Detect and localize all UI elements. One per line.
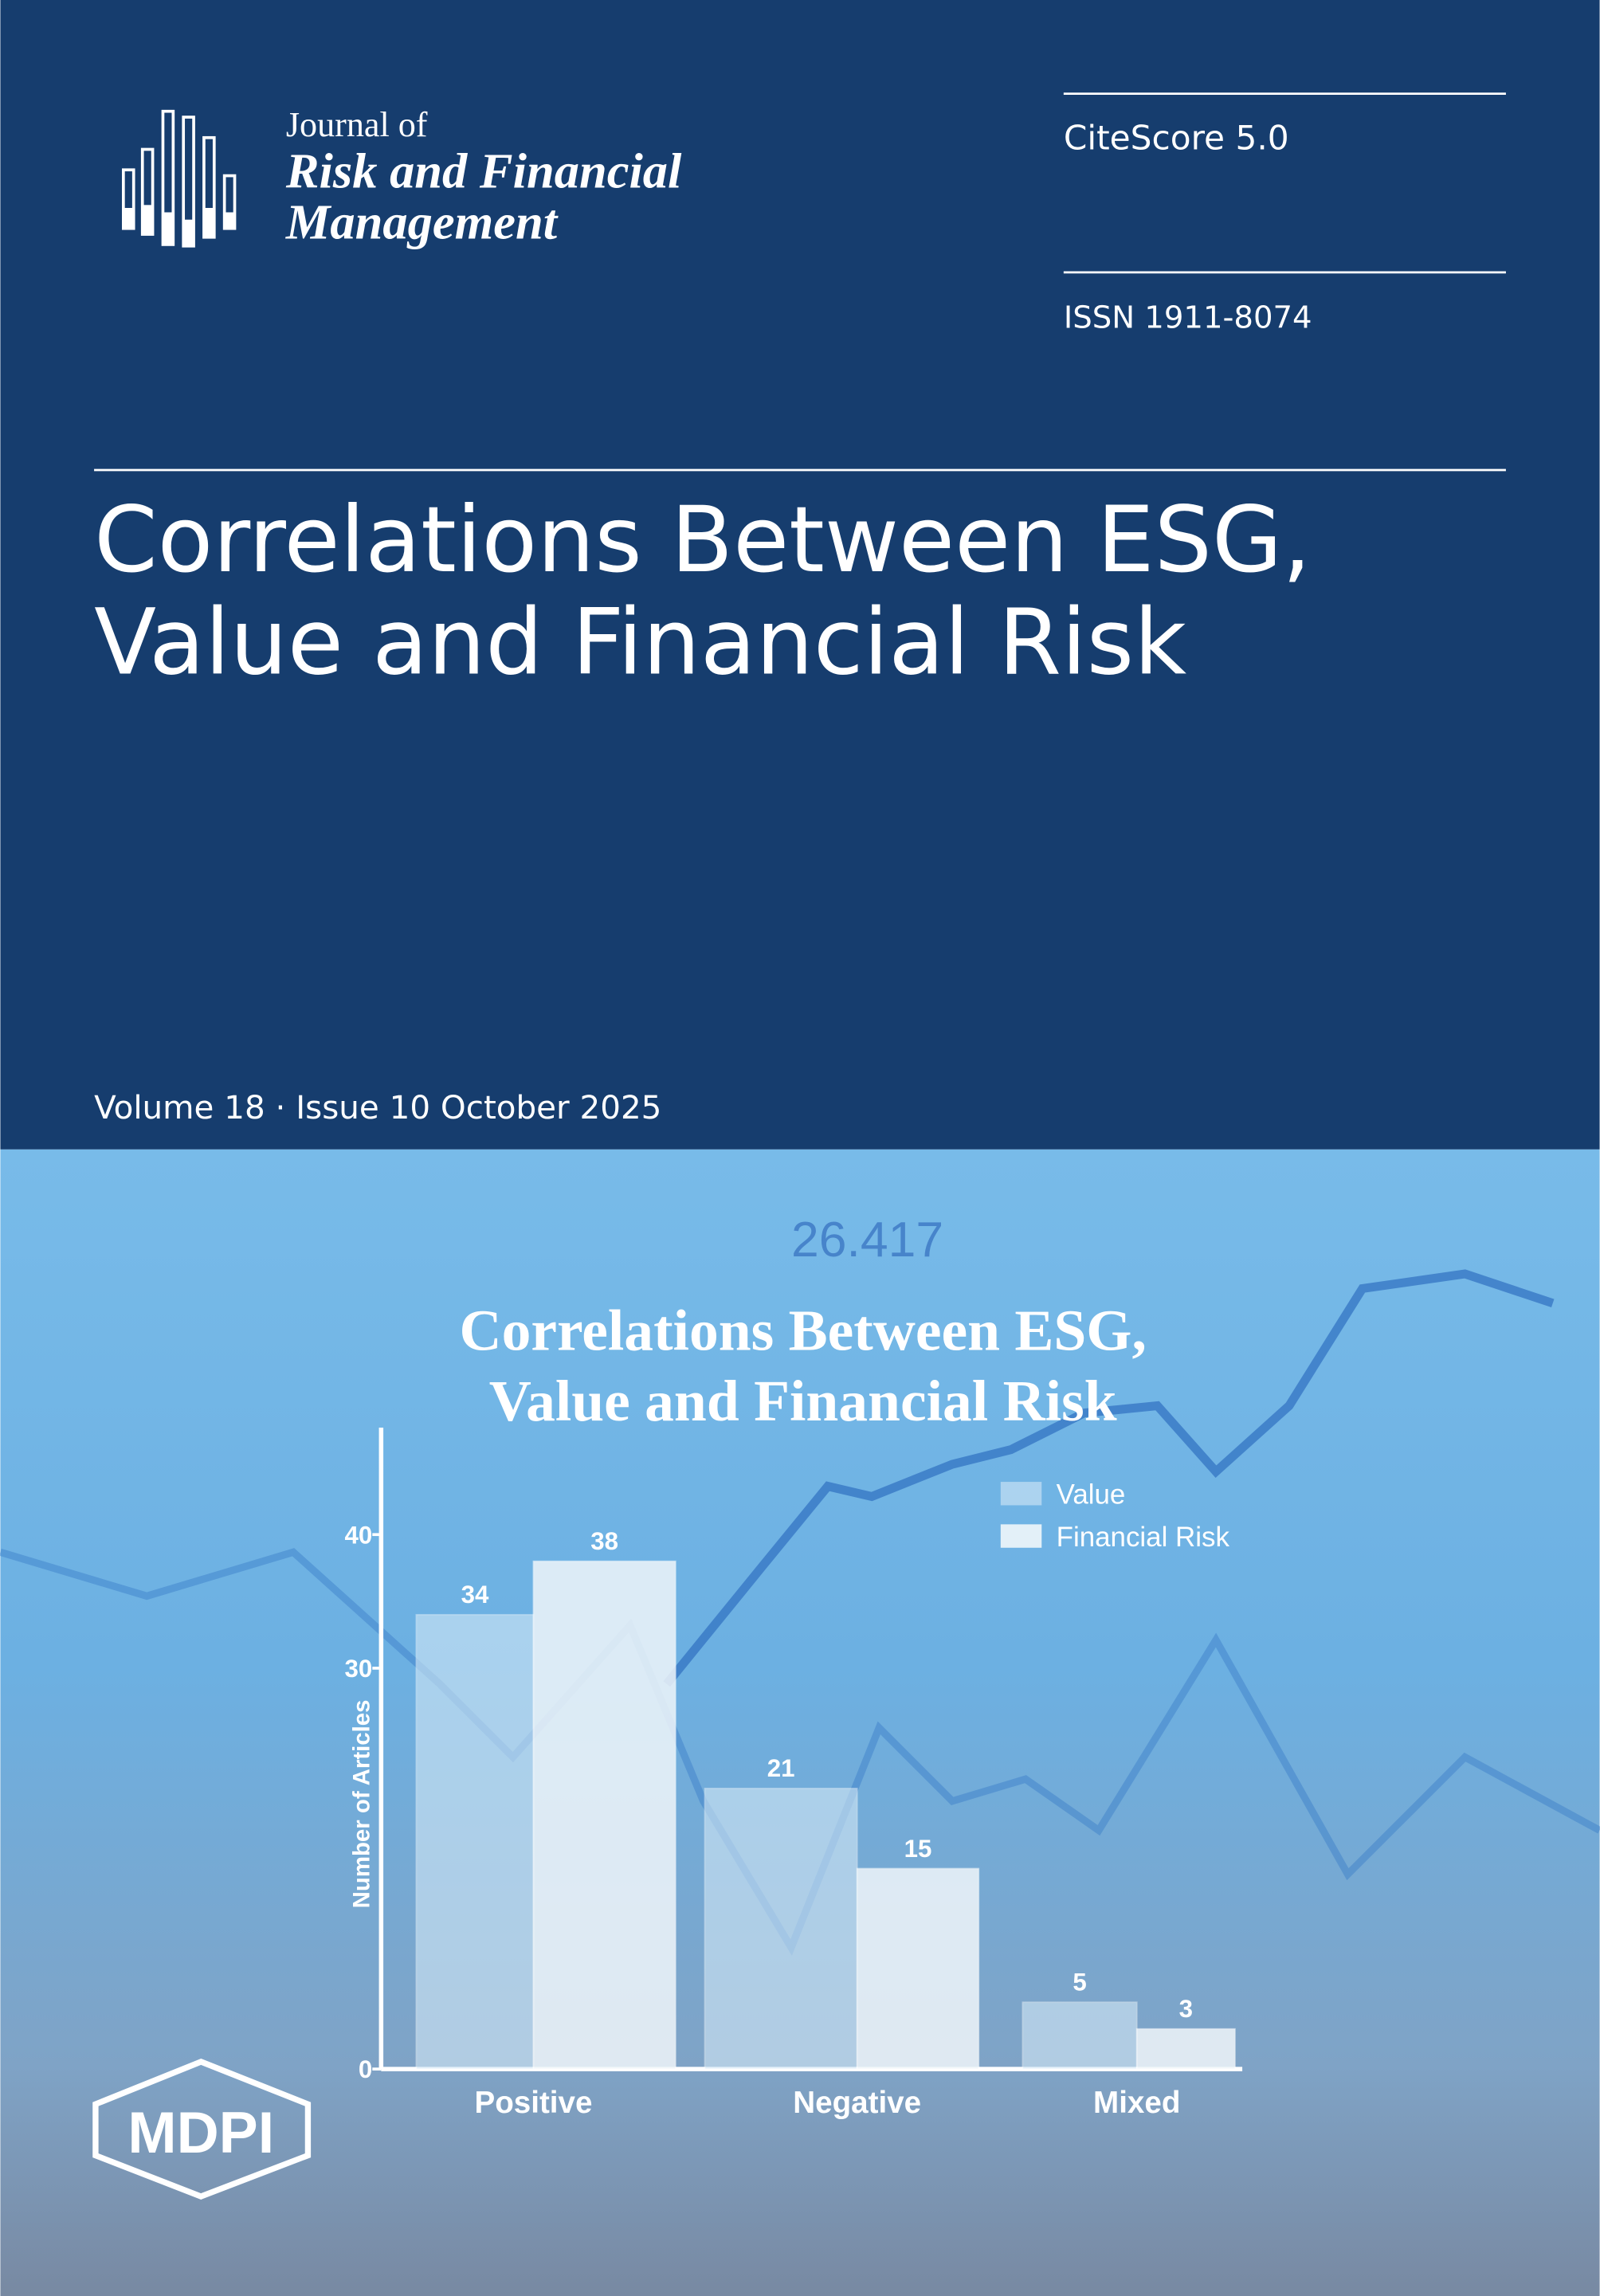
x-tick-label: Positive [475, 2086, 593, 2120]
journal-name: Management [285, 194, 559, 250]
y-tick-label: 30 [345, 1655, 373, 1683]
bar [1022, 2001, 1138, 2071]
journal-logo-fill [123, 205, 235, 246]
article-title: Correlations Between ESG, [94, 487, 1311, 593]
chart-title: Correlations Between ESG, [459, 1298, 1146, 1363]
legend-swatch [1000, 1482, 1042, 1506]
citescore: CiteScore 5.0 [1064, 118, 1289, 157]
bar [1135, 2028, 1236, 2071]
bar [704, 1787, 858, 2071]
publisher: MDPI [127, 2099, 274, 2165]
y-tick-label: 0 [359, 2055, 372, 2083]
issue-info: Volume 18 · Issue 10 October 2025 [94, 1088, 661, 1126]
bar [532, 1560, 676, 2071]
x-tick-label: Negative [793, 2086, 921, 2120]
legend-label: Value [1057, 1479, 1126, 1510]
x-tick-label: Mixed [1093, 2086, 1180, 2120]
decor-line [663, 1269, 1555, 1687]
data-label: 5 [1073, 1969, 1086, 1996]
chart-title: Value and Financial Risk [489, 1368, 1117, 1433]
header-band [0, 0, 1600, 1150]
data-label: 3 [1179, 1995, 1193, 2023]
y-tick-label: 40 [345, 1521, 373, 1549]
y-axis-label: Number of Articles [349, 1699, 375, 1908]
data-label: 34 [461, 1581, 489, 1608]
data-label: 21 [767, 1754, 795, 1782]
issn: ISSN 1911-8074 [1064, 300, 1312, 336]
data-label: 15 [904, 1835, 932, 1863]
article-title: Value and Financial Risk [94, 589, 1186, 695]
chart: Correlations Between ESG,Value and Finan… [345, 1298, 1243, 2120]
publisher-logo [92, 2058, 312, 2200]
bar [856, 1867, 980, 2071]
journal-name: Risk and Financial [285, 143, 682, 198]
bar [415, 1613, 535, 2071]
legend-label: Financial Risk [1057, 1522, 1230, 1553]
journal-name: Journal of [286, 105, 428, 144]
legend-swatch [1000, 1524, 1042, 1548]
decor-number: 26.417 [791, 1212, 943, 1268]
data-label: 38 [590, 1527, 618, 1555]
